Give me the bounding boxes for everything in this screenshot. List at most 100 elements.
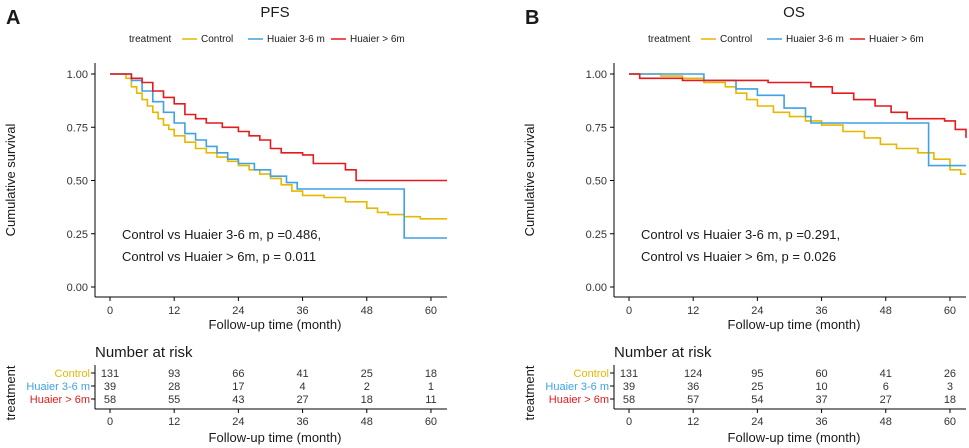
- risk-value: 37: [815, 394, 827, 406]
- risk-value: 28: [168, 381, 180, 393]
- survival-curve-2: [110, 73, 447, 239]
- risk-value: 2: [364, 381, 370, 393]
- legend-entry-3: Huaier > 6m: [350, 34, 405, 45]
- y-tick-label: 0.00: [586, 282, 607, 294]
- x-tick-label: 36: [815, 305, 827, 317]
- risk-value: 17: [232, 381, 244, 393]
- x-tick-label: 48: [361, 305, 373, 317]
- panel-letter: B: [525, 7, 539, 29]
- risk-value: 131: [620, 368, 638, 380]
- x-axis-title: Follow-up time (month): [728, 317, 861, 332]
- legend-entry-1: Control: [720, 34, 752, 45]
- survival-curve-1: [629, 73, 966, 175]
- risk-value: 60: [815, 368, 827, 380]
- p-value-annotation-1: Control vs Huaier 3-6 m, p =0.486,: [122, 227, 321, 242]
- risk-table-ylabel: treatment: [3, 365, 18, 420]
- risk-value: 39: [104, 381, 116, 393]
- risk-value: 6: [883, 381, 889, 393]
- risk-value: 25: [361, 368, 373, 380]
- x-tick-label: 0: [626, 305, 632, 317]
- survival-curve-1: [110, 73, 447, 220]
- risk-table-title: Number at risk: [95, 344, 193, 361]
- risk-value: 27: [880, 394, 892, 406]
- risk-value: 25: [751, 381, 763, 393]
- risk-value: 18: [944, 394, 956, 406]
- p-value-annotation-1: Control vs Huaier 3-6 m, p =0.291,: [641, 227, 840, 242]
- risk-table-ylabel: treatment: [522, 365, 537, 420]
- chart-title: PFS: [260, 4, 289, 21]
- risk-row-label: Control: [55, 368, 90, 380]
- risk-value: 57: [687, 394, 699, 406]
- risk-x-tick-label: 48: [880, 416, 892, 428]
- x-tick-label: 48: [880, 305, 892, 317]
- legend-entry-2: Huaier 3-6 m: [267, 34, 325, 45]
- risk-value: 10: [815, 381, 827, 393]
- x-tick-label: 36: [296, 305, 308, 317]
- risk-x-tick-label: 0: [626, 416, 632, 428]
- risk-x-axis-title: Follow-up time (month): [209, 430, 342, 445]
- legend: treatment Control Huaier 3-6 m Huaier > 6m: [129, 34, 405, 45]
- risk-value: 11: [425, 394, 436, 406]
- x-tick-label: 60: [425, 305, 437, 317]
- y-tick-label: 0.75: [586, 122, 607, 134]
- risk-value: 58: [104, 394, 116, 406]
- survival-curve-3: [629, 73, 967, 138]
- legend-title: treatment: [648, 34, 690, 45]
- risk-value: 95: [751, 368, 763, 380]
- risk-value: 36: [687, 381, 699, 393]
- risk-value: 55: [168, 394, 180, 406]
- x-tick-label: 24: [751, 305, 763, 317]
- risk-value: 41: [296, 368, 308, 380]
- x-tick-label: 60: [944, 305, 956, 317]
- risk-row-label: Huaier 3-6 m: [26, 381, 90, 393]
- legend: treatment Control Huaier 3-6 m Huaier > 6m: [648, 34, 924, 45]
- risk-x-tick-label: 36: [815, 416, 827, 428]
- risk-value: 93: [168, 368, 180, 380]
- risk-table-title: Number at risk: [614, 344, 712, 361]
- risk-value: 54: [751, 394, 763, 406]
- y-tick-label: 0.25: [586, 229, 607, 241]
- risk-value: 1: [428, 381, 434, 393]
- y-tick-label: 0.50: [67, 176, 88, 188]
- legend-entry-2: Huaier 3-6 m: [786, 34, 844, 45]
- risk-value: 3: [947, 381, 953, 393]
- x-tick-label: 12: [168, 305, 180, 317]
- p-value-annotation-2: Control vs Huaier > 6m, p = 0.011: [122, 249, 316, 264]
- risk-x-axis-title: Follow-up time (month): [728, 430, 861, 445]
- risk-value: 18: [425, 368, 437, 380]
- risk-x-tick-label: 12: [168, 416, 180, 428]
- p-value-annotation-2: Control vs Huaier > 6m, p = 0.026: [641, 249, 836, 264]
- y-tick-label: 1.00: [67, 69, 88, 81]
- risk-x-tick-label: 48: [361, 416, 373, 428]
- risk-value: 26: [944, 368, 956, 380]
- risk-value: 43: [232, 394, 244, 406]
- legend-entry-3: Huaier > 6m: [869, 34, 924, 45]
- legend-entry-1: Control: [201, 34, 233, 45]
- legend-title: treatment: [129, 34, 171, 45]
- chart-title: OS: [783, 4, 805, 21]
- risk-value: 58: [623, 394, 635, 406]
- risk-row-label: Huaier > 6m: [549, 394, 609, 406]
- risk-x-tick-label: 24: [232, 416, 244, 428]
- risk-row-label: Huaier 3-6 m: [545, 381, 609, 393]
- risk-value: 4: [300, 381, 306, 393]
- risk-value: 66: [232, 368, 244, 380]
- panel-letter: A: [6, 7, 20, 29]
- risk-x-tick-label: 0: [107, 416, 113, 428]
- risk-value: 39: [623, 381, 635, 393]
- risk-x-tick-label: 12: [687, 416, 699, 428]
- risk-value: 27: [296, 394, 308, 406]
- survival-curve-2: [629, 73, 966, 167]
- risk-x-tick-label: 60: [944, 416, 956, 428]
- x-tick-label: 0: [107, 305, 113, 317]
- risk-value: 124: [684, 368, 702, 380]
- x-axis-title: Follow-up time (month): [209, 317, 342, 332]
- y-tick-label: 0.25: [67, 229, 88, 241]
- y-axis-title: Cumulative survival: [3, 124, 18, 237]
- risk-x-tick-label: 36: [296, 416, 308, 428]
- risk-value: 131: [101, 368, 119, 380]
